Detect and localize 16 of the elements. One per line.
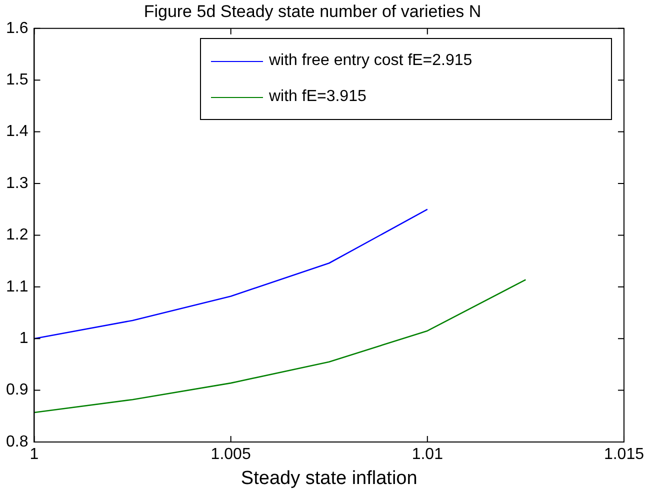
x-tick-label: 1.01 bbox=[412, 446, 444, 464]
y-tick-label: 0.8 bbox=[6, 433, 28, 450]
x-axis-title: Steady state inflation bbox=[240, 468, 418, 489]
y-tick-label: 1.3 bbox=[6, 174, 28, 192]
y-tick-label: 0.9 bbox=[6, 382, 28, 399]
y-tick-label: 1.1 bbox=[6, 278, 28, 296]
y-tick-label: 1 bbox=[19, 330, 28, 348]
legend-label: with fE=3.915 bbox=[268, 88, 366, 106]
y-tick-label: 1.2 bbox=[6, 226, 28, 244]
chart-title: Figure 5d Steady state number of varieties N bbox=[144, 2, 482, 21]
y-tick-label: 1.5 bbox=[6, 72, 28, 89]
x-tick-label: 1.005 bbox=[210, 446, 251, 464]
x-tick-label: 1.015 bbox=[604, 446, 644, 464]
legend-label: with free entry cost fE=2.915 bbox=[268, 52, 472, 70]
y-tick-label: 1.6 bbox=[6, 20, 28, 37]
y-tick-label: 1.4 bbox=[6, 123, 28, 140]
